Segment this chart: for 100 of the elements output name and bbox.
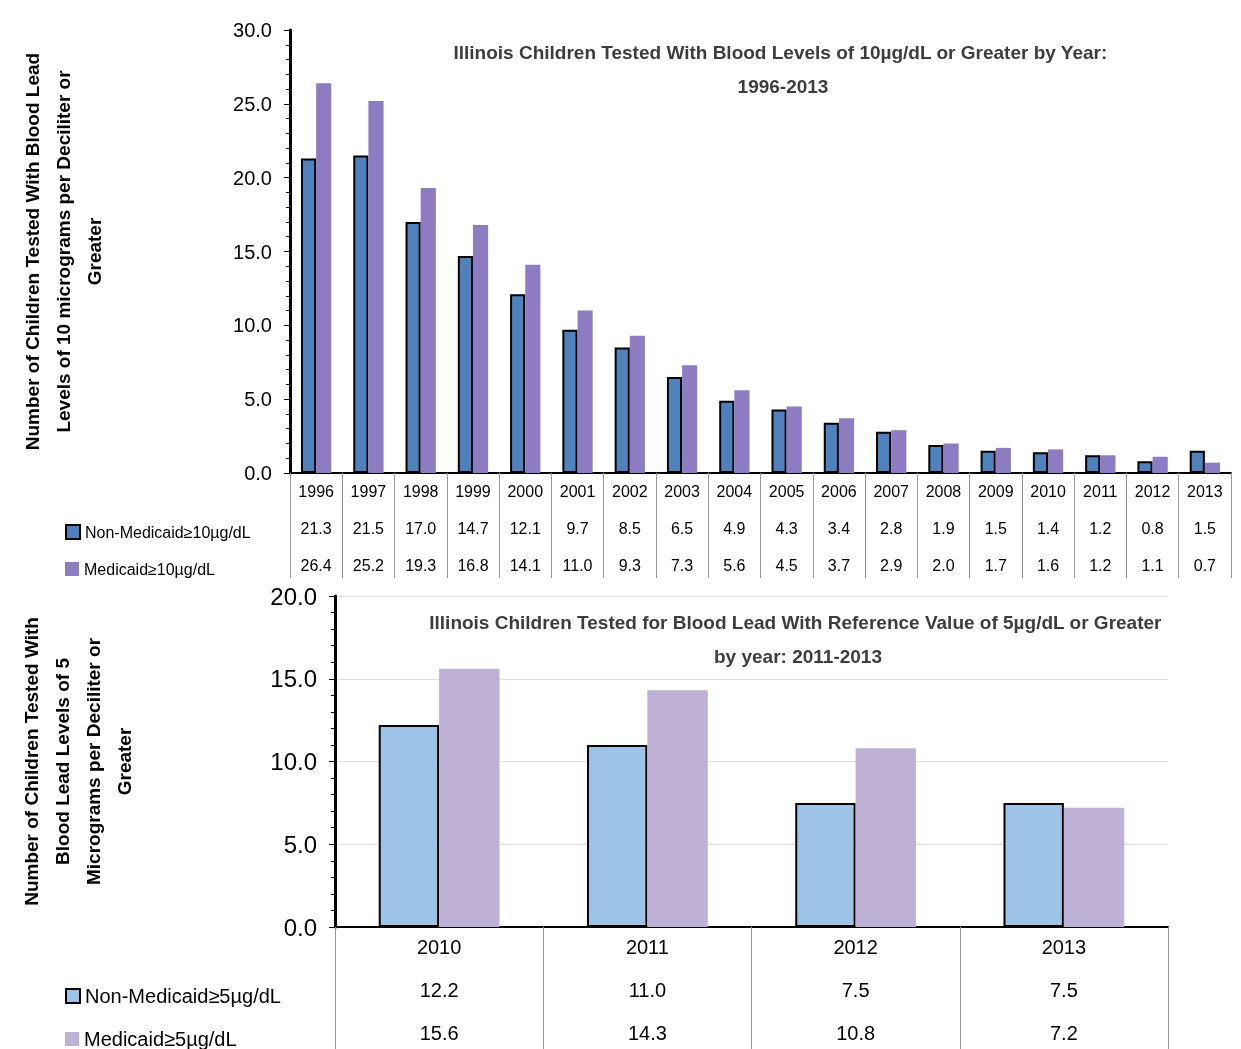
y-tick-label: 5.0: [283, 830, 317, 858]
bar: [525, 264, 541, 473]
x-tick-label: 2012: [1134, 482, 1171, 500]
bar: [316, 83, 332, 473]
y-axis-title: Number of Children Tested With Blood Lead Levels of 10 micrograms per Deciliter or Greater: [22, 52, 105, 451]
bar: [629, 335, 645, 473]
data-label: 0.7: [1193, 556, 1217, 574]
bar: [855, 748, 917, 927]
x-tick-label: 1996: [298, 482, 335, 500]
data-label: 1.2: [1089, 519, 1112, 537]
data-label: 14.7: [457, 519, 489, 537]
y-tick-label: 10.0: [270, 748, 317, 775]
data-label: 4.9: [723, 519, 746, 537]
x-tick-label: 2013: [1187, 482, 1223, 500]
y-tick-label: 20.0: [270, 582, 317, 610]
data-label: 25.2: [352, 556, 385, 574]
x-tick-label: 2011: [1083, 482, 1118, 500]
data-label: 11.0: [562, 556, 593, 574]
bar: [439, 668, 500, 927]
data-label: 0.8: [1141, 519, 1164, 537]
x-tick-label: 2006: [821, 482, 857, 500]
data-label: 1.1: [1141, 556, 1164, 574]
bar: [682, 365, 698, 473]
legend-label: Non-Medicaid≥10µg/dL: [85, 523, 251, 541]
data-label: 2.0: [932, 556, 955, 574]
data-label: 6.5: [670, 519, 694, 537]
data-label: 17.0: [405, 519, 437, 537]
data-label: 7.2: [1049, 1022, 1078, 1044]
x-tick-label: 1997: [350, 482, 387, 500]
bar: [891, 430, 907, 473]
y-tick-label: 5.0: [244, 388, 272, 411]
bar: [1063, 807, 1125, 927]
x-tick-label: 2005: [768, 482, 805, 500]
bar: [1048, 449, 1064, 473]
data-label: 1.5: [984, 519, 1007, 537]
data-label: 1.9: [932, 519, 955, 537]
y-tick-label: 10.0: [233, 314, 272, 337]
data-label: 2.8: [880, 519, 903, 537]
bar: [838, 418, 855, 473]
data-label: 9.7: [566, 519, 589, 537]
y-axis-title: Number of Children Tested With Blood Lead Levels of 5 Micrograms per Deciliter or Greater: [21, 617, 135, 906]
bar: [734, 390, 750, 473]
bar: [1100, 455, 1116, 473]
bar: [1204, 462, 1221, 473]
data-label: 14.1: [509, 556, 541, 574]
text: Illinois Children Tested for Blood Lead With Reference Value of 5µg/dL or Greater by year: 2011-2013: [429, 611, 1167, 667]
y-tick-label: 0.0: [244, 462, 272, 484]
bar: [786, 406, 802, 473]
data-label: 8.5: [618, 519, 642, 537]
x-tick-label: 1998: [402, 482, 439, 500]
data-label: 21.5: [352, 519, 385, 537]
data-label: 16.8: [457, 556, 489, 574]
x-tick-label: 2004: [716, 482, 753, 500]
bar: [577, 310, 593, 473]
data-label: 9.3: [618, 556, 642, 574]
bar: [368, 100, 384, 473]
y-tick-label: 30.0: [233, 19, 272, 41]
x-tick-label: 2010: [416, 936, 462, 958]
legend-label: Medicaid≥10µg/dL: [84, 560, 216, 578]
data-label: 7.5: [1049, 979, 1078, 1001]
data-label: 12.1: [509, 519, 541, 537]
bar: [1152, 456, 1168, 473]
bar: [420, 188, 436, 473]
data-label: 1.7: [984, 556, 1007, 574]
bar: [943, 443, 959, 473]
data-label: 19.3: [405, 556, 437, 574]
text: Illinois Children Tested With Blood Levels of 10µg/dL or Greater by Year: 1996-2013: [453, 41, 1113, 97]
data-label: 1.6: [1036, 556, 1060, 574]
y-tick-label: 25.0: [233, 92, 272, 115]
x-tick-label: 2010: [1030, 482, 1066, 500]
data-label: 21.3: [300, 519, 332, 537]
bar: [472, 224, 489, 473]
x-tick-label: 2008: [925, 482, 962, 500]
x-tick-label: 2002: [612, 482, 648, 500]
data-label: 10.8: [836, 1022, 876, 1044]
x-tick-label: 2001: [559, 482, 596, 500]
data-label: 1.5: [1193, 519, 1217, 537]
data-label: 12.2: [419, 979, 459, 1001]
data-label: 3.4: [827, 519, 851, 537]
bar: [647, 690, 708, 927]
data-label: 4.3: [775, 519, 798, 537]
y-tick-label: 20.0: [233, 166, 272, 189]
y-tick-label: 15.0: [233, 240, 272, 263]
x-tick-label: 1999: [455, 482, 491, 500]
x-tick-label: 2003: [664, 482, 700, 500]
x-tick-label: 2000: [507, 482, 544, 500]
data-label: 4.5: [775, 556, 798, 574]
y-tick-label: 0.0: [283, 913, 317, 941]
data-label: 5.6: [723, 556, 746, 574]
data-label: 14.3: [627, 1022, 667, 1044]
x-tick-label: 2012: [833, 936, 878, 958]
x-tick-label: 2007: [873, 482, 910, 500]
data-label: 15.6: [419, 1022, 459, 1044]
data-label: 7.5: [841, 979, 870, 1001]
data-label: 3.7: [827, 556, 851, 574]
x-tick-label: 2011: [625, 936, 669, 958]
y-tick-label: 15.0: [270, 665, 317, 693]
legend-label: Non-Medicaid≥5µg/dL: [85, 985, 281, 1007]
x-tick-label: 2009: [977, 482, 1014, 500]
data-label: 1.4: [1036, 519, 1060, 537]
